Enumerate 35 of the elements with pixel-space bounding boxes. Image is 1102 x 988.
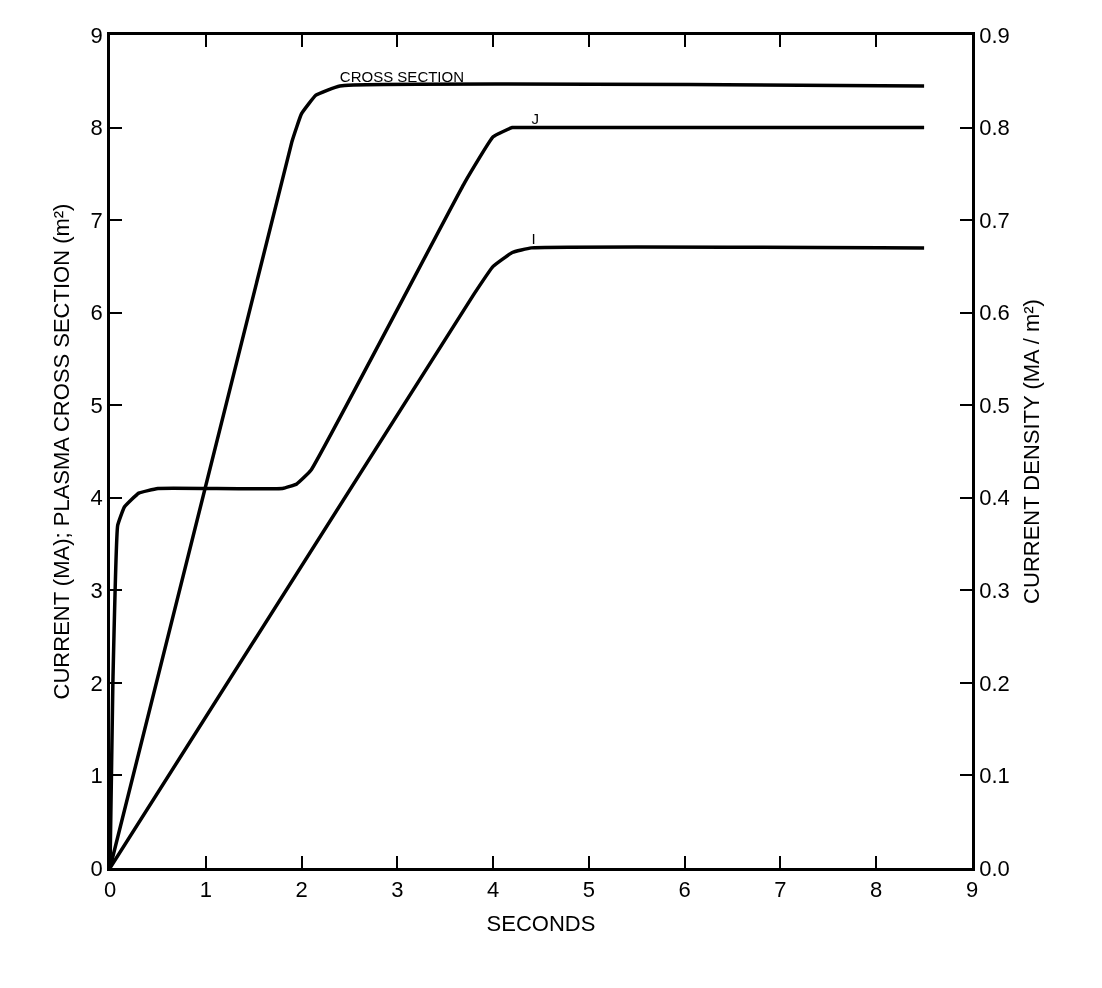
x-tick-label: 5 <box>582 877 596 903</box>
y-tick-label: 6 <box>90 300 103 326</box>
series-label: J <box>531 109 539 127</box>
y2-tick-label: 0.2 <box>979 670 1010 696</box>
y2-tick-label: 0.9 <box>979 22 1010 48</box>
y-tick-label: 7 <box>90 207 103 233</box>
y-tick-label: 4 <box>90 485 103 511</box>
y2-tick-label: 0.3 <box>979 578 1010 604</box>
y-tick-label: 9 <box>90 22 103 48</box>
x-tick-label: 8 <box>870 877 883 903</box>
y2-tick-label: 0.8 <box>979 115 1010 141</box>
y2-tick-label: 0.4 <box>979 485 1010 511</box>
y-tick-label: 1 <box>90 763 103 789</box>
y2-tick-label: 0.1 <box>979 763 1010 789</box>
x-tick-label: 3 <box>391 877 404 903</box>
x-tick-label: 4 <box>486 877 500 903</box>
y-tick-label: 0 <box>90 855 103 881</box>
y-tick-label: 8 <box>90 115 103 141</box>
x-tick-label: 2 <box>295 877 308 903</box>
x-tick-label: 6 <box>678 877 691 903</box>
series-label: I <box>531 230 536 248</box>
y-tick-label: 3 <box>90 578 103 604</box>
y2-tick-label: 0.5 <box>979 392 1010 418</box>
y2-axis-title: CURRENT DENSITY (MA / m²) <box>1018 299 1044 604</box>
y-axis-title: CURRENT (MA); PLASMA CROSS SECTION (m²) <box>49 203 75 700</box>
x-tick-label: 9 <box>965 877 979 903</box>
y2-tick-label: 0.7 <box>979 207 1010 233</box>
y2-tick-label: 0.0 <box>979 855 1010 881</box>
x-tick-label: 7 <box>774 877 787 903</box>
y-tick-label: 2 <box>90 670 103 696</box>
y2-tick-label: 0.6 <box>979 300 1010 326</box>
series-label: CROSS SECTION <box>339 68 465 86</box>
x-tick-label: 1 <box>199 877 212 903</box>
x-axis-title: SECONDS <box>486 911 596 937</box>
y-tick-label: 5 <box>90 392 103 418</box>
